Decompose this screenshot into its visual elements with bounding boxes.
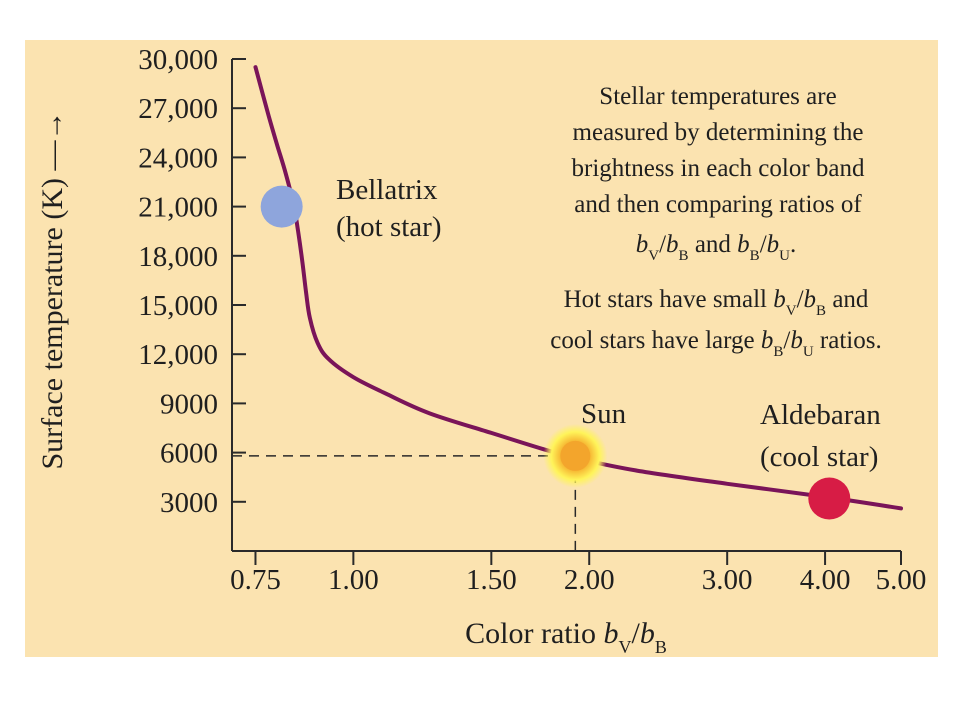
x-tick-label: 3.00 <box>702 564 753 596</box>
y-tick-label: 9000 <box>160 388 218 420</box>
y-tick-label: 15,000 <box>138 290 218 322</box>
note-line-2: measured by determining the <box>573 119 864 146</box>
y-tick-label: 21,000 <box>138 192 218 224</box>
y-tick-label: 30,000 <box>138 44 218 76</box>
sun-point <box>560 440 591 471</box>
y-tick-label: 27,000 <box>138 93 218 125</box>
y-tick-label: 6000 <box>160 438 218 470</box>
y-ticks: 3000 6000 9000 12,000 15,000 18,000 21,000 24,0… <box>138 44 246 519</box>
y-tick-label: 3000 <box>160 487 218 519</box>
x-tick-label: 1.00 <box>328 564 379 596</box>
y-axis-label: Surface temperature (K) —→ <box>36 110 69 469</box>
y-tick-label: 12,000 <box>138 339 218 371</box>
aldebaran-sublabel: (cool star) <box>760 441 878 473</box>
note-line-3: brightness in each color band <box>572 155 865 182</box>
note-line-4: and then comparing ratios of <box>574 191 862 218</box>
aldebaran-point <box>808 477 851 520</box>
aldebaran-label: Aldebaran <box>760 399 881 431</box>
note-line-5: bV/bB and bB/bU. <box>636 231 796 264</box>
y-tick-label: 24,000 <box>138 142 218 174</box>
x-axis-label: Color ratio bV/bB <box>465 617 667 657</box>
star-points <box>260 185 851 520</box>
bellatrix-sublabel: (hot star) <box>336 211 442 243</box>
annotation-note: Stellar temperatures are measured by det… <box>550 83 881 360</box>
bellatrix-label: Bellatrix <box>336 174 438 206</box>
note-line-1: Stellar temperatures are <box>599 83 836 110</box>
chart-panel <box>25 40 938 657</box>
x-tick-label: 0.75 <box>230 564 281 596</box>
y-tick-label: 18,000 <box>138 241 218 273</box>
x-ticks: 0.75 1.00 1.50 2.00 3.00 4.00 5.00 <box>230 551 926 596</box>
x-tick-label: 4.00 <box>800 564 851 596</box>
sun-label: Sun <box>581 398 627 430</box>
note-line-7: cool stars have large bB/bU ratios. <box>550 327 881 360</box>
note-line-6: Hot stars have small bV/bB and <box>564 286 869 319</box>
x-tick-label: 2.00 <box>564 564 615 596</box>
x-tick-label: 1.50 <box>466 564 517 596</box>
x-tick-label: 5.00 <box>876 564 927 596</box>
bellatrix-point <box>260 185 303 228</box>
